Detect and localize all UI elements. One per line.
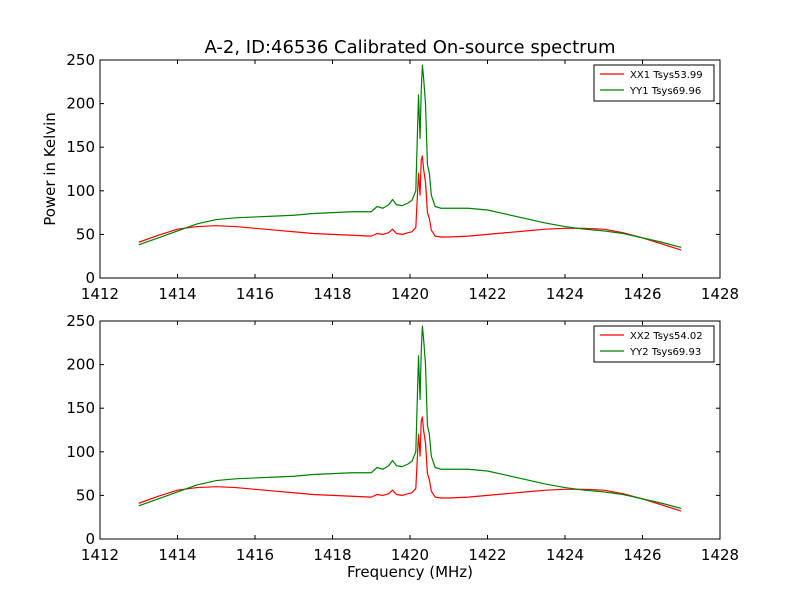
- x-tick-label: 1428: [701, 546, 739, 564]
- x-tick-label: 1428: [701, 285, 739, 303]
- x-tick-label: 1418: [313, 546, 351, 564]
- x-axis-label: Frequency (MHz): [347, 563, 473, 581]
- series-line-2-1: [138, 416, 682, 512]
- legend: XX1 Tsys53.99 YY1 Tsys69.96: [593, 64, 715, 102]
- legend-box: [593, 64, 715, 102]
- legend-label: YY2 Tsys69.93: [629, 347, 701, 358]
- x-tick-label: 1422: [468, 546, 506, 564]
- legend-label: XX2 Tsys54.02: [630, 331, 703, 342]
- series-line-1-1: [138, 155, 682, 251]
- y-tick-label: 0: [85, 530, 95, 548]
- x-tick-label: 1424: [546, 546, 584, 564]
- y-tick-label: 100: [66, 443, 95, 461]
- y-tick-label: 50: [76, 486, 95, 504]
- y-tick-label: 100: [66, 182, 95, 200]
- x-tick-label: 1418: [313, 285, 351, 303]
- x-tick-label: 1412: [81, 546, 119, 564]
- x-tick-label: 1420: [391, 546, 429, 564]
- y-tick-label: 0: [85, 269, 95, 287]
- chart-title: A-2, ID:46536 Calibrated On-source spect…: [204, 37, 615, 58]
- y-axis-label: Power in Kelvin: [41, 112, 59, 226]
- x-tick-label: 1420: [391, 285, 429, 303]
- series-line-1-2: [138, 64, 682, 249]
- y-tick-label: 200: [66, 95, 95, 113]
- y-tick-label: 250: [66, 51, 95, 69]
- legend: XX2 Tsys54.02 YY2 Tsys69.93: [593, 325, 715, 363]
- x-tick-label: 1414: [158, 546, 196, 564]
- y-tick-label: 150: [66, 138, 95, 156]
- y-tick-label: 200: [66, 356, 95, 374]
- x-tick-label: 1412: [81, 285, 119, 303]
- x-tick-label: 1416: [236, 285, 274, 303]
- x-tick-label: 1426: [623, 285, 661, 303]
- legend-box: [593, 325, 715, 363]
- y-tick-label: 50: [76, 225, 95, 243]
- legend-label: XX1 Tsys53.99: [630, 70, 703, 81]
- chart-panel-1: 1412 1414 1416 1418 1420 1422 1424 1426 1428 0 50 1…: [41, 37, 739, 303]
- chart-panel-2: 1412 1414 1416 1418 1420 1422 1424 1426 1428 0 50 1…: [66, 312, 739, 581]
- x-tick-label: 1422: [468, 285, 506, 303]
- x-tick-label: 1416: [236, 546, 274, 564]
- x-tick-label: 1426: [623, 546, 661, 564]
- y-tick-label: 150: [66, 399, 95, 417]
- x-tick-label: 1414: [158, 285, 196, 303]
- x-tick-label: 1424: [546, 285, 584, 303]
- series-line-2-2: [138, 325, 682, 510]
- y-tick-label: 250: [66, 312, 95, 330]
- legend-label: YY1 Tsys69.96: [629, 86, 701, 97]
